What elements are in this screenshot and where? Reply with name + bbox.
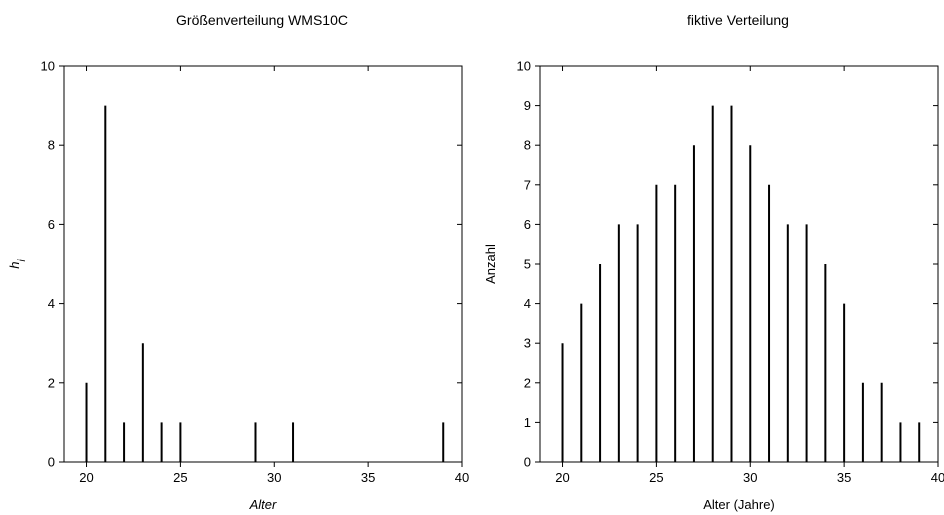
x-tick-label: 25 [173, 470, 187, 485]
x-tick-label: 20 [555, 470, 569, 485]
y-tick-label: 0 [524, 455, 531, 470]
y-tick-label: 1 [524, 415, 531, 430]
y-tick-label: 4 [524, 296, 531, 311]
chart-title-right: fiktive Verteilung [687, 12, 789, 28]
plot-frame [63, 65, 463, 463]
y-tick-label: 7 [524, 177, 531, 192]
chart-panel-right: 20 25 30 35 40 0 1 2 3 4 5 6 7 8 9 10 Alter (Jahre) Anzah… [483, 59, 944, 513]
x-tick-label: 40 [455, 470, 469, 485]
y-tick-label: 2 [48, 375, 55, 390]
y-tick-label: 10 [517, 59, 531, 74]
y-tick-label: 0 [48, 455, 55, 470]
x-tick-label: 35 [361, 470, 375, 485]
y-tick-label: 3 [524, 336, 531, 351]
chart-panel-left: 20 25 30 35 40 0 2 4 6 8 10 Alter hi [7, 59, 469, 513]
chart-title-left: Größenverteilung WMS10C [176, 12, 348, 28]
y-tick-label: 6 [48, 217, 55, 232]
x-tick-label: 20 [79, 470, 93, 485]
x-tick-label: 25 [649, 470, 663, 485]
x-axis-label: Alter (Jahre) [703, 497, 775, 512]
x-tick-label: 30 [267, 470, 281, 485]
x-tick-label: 40 [931, 470, 944, 485]
y-tick-label: 2 [524, 375, 531, 390]
y-tick-label: 5 [524, 257, 531, 272]
y-axis-label: Anzahl [483, 244, 498, 284]
y-axis-label: hi [7, 259, 28, 269]
y-tick-label: 10 [41, 59, 55, 74]
y-tick-label: 6 [524, 217, 531, 232]
x-tick-label: 30 [743, 470, 757, 485]
x-tick-label: 35 [837, 470, 851, 485]
y-tick-label: 8 [524, 138, 531, 153]
y-tick-label: 8 [48, 138, 55, 153]
x-axis-label: Alter [249, 497, 277, 512]
y-tick-label: 4 [48, 296, 55, 311]
y-tick-label: 9 [524, 98, 531, 113]
